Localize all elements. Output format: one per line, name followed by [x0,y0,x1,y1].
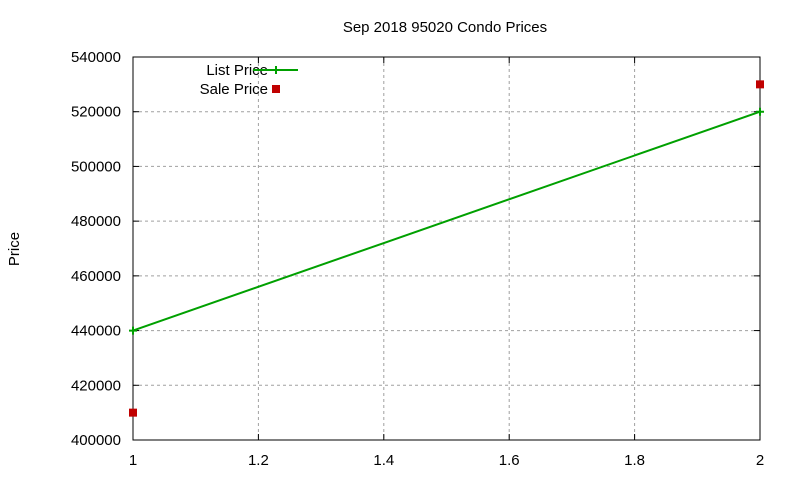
x-tick-label: 2 [756,452,764,469]
y-tick-label: 420000 [71,377,121,394]
y-tick-label: 440000 [71,323,121,340]
y-tick-label: 500000 [71,158,121,175]
y-axis-label: Price [6,232,23,266]
legend-square-icon [272,85,280,93]
legend: List Price Sale Price [200,62,298,98]
legend-label: List Price [206,62,268,79]
y-tick-label: 520000 [71,104,121,121]
data-series [129,80,764,417]
y-tick-label: 540000 [71,49,121,66]
y-tick-label: 400000 [71,432,121,449]
x-tick-label: 1.8 [624,452,645,469]
x-tick-label: 1 [129,452,137,469]
sale-price-point [756,80,764,89]
x-tick-label: 1.6 [499,452,520,469]
list-price-point [129,326,137,335]
chart-title: Sep 2018 95020 Condo Prices [343,19,547,36]
plot-frame [132,56,761,441]
sale-price-point [129,408,137,417]
list-price-point [756,107,764,116]
legend-label: Sale Price [200,81,268,98]
x-tick-label: 1.2 [248,452,269,469]
y-tick-label: 460000 [71,268,121,285]
x-tick-label: 1.4 [373,452,394,469]
list-price-line [132,110,761,332]
grid-lines [133,57,760,440]
axis-ticks: 400000 420000 440000 460000 480000 500000 5200… [71,49,764,469]
y-tick-label: 480000 [71,213,121,230]
